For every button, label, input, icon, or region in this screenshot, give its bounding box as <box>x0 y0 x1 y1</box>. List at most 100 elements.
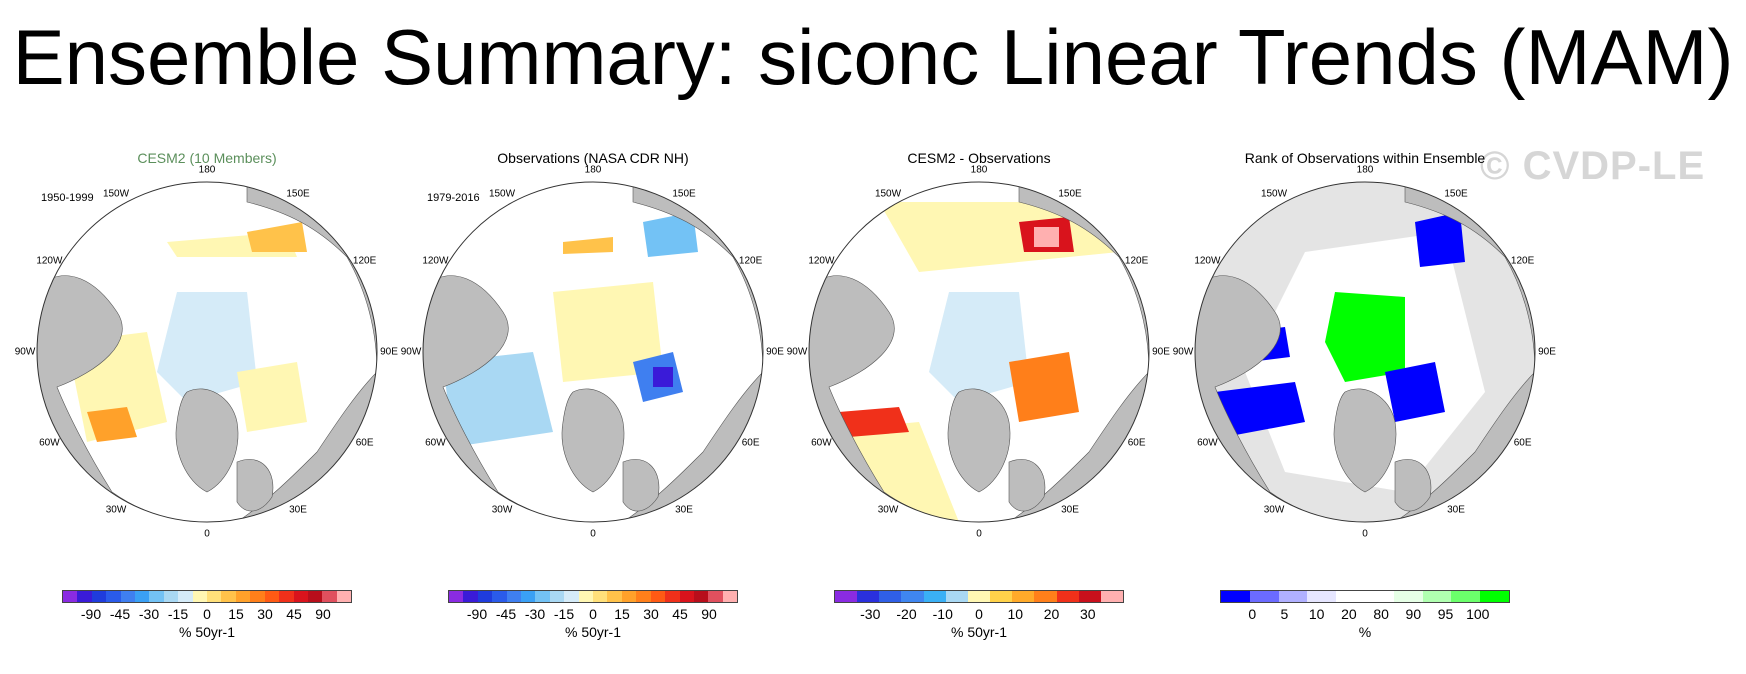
colorbar-swatch <box>449 591 464 602</box>
colorbar-swatch <box>1078 591 1101 602</box>
panel-title: CESM2 - Observations <box>907 150 1051 166</box>
longitude-label: 30W <box>491 504 513 516</box>
colorbar-tick-label: 45 <box>286 606 302 622</box>
longitude-label: 120W <box>422 255 449 267</box>
colorbar-tick-label: 20 <box>1341 606 1357 622</box>
colorbar-swatch <box>192 591 208 602</box>
colorbar-swatch <box>835 591 858 602</box>
period-label: 1979-2016 <box>427 192 480 204</box>
colorbar-tick-label: 30 <box>643 606 659 622</box>
polar-map <box>36 181 378 523</box>
longitude-label: 0 <box>1362 528 1368 540</box>
colorbar-tick-label: -15 <box>553 606 575 622</box>
longitude-label: 60W <box>425 437 446 449</box>
longitude-label: 30E <box>1447 504 1465 516</box>
colorbar-swatch <box>923 591 946 602</box>
colorbar-swatch <box>1393 591 1423 602</box>
colorbar <box>834 590 1124 603</box>
longitude-label: 180 <box>970 164 988 176</box>
colorbar-tick-label: -30 <box>524 606 546 622</box>
longitude-label: 120W <box>808 255 835 267</box>
colorbar-swatch <box>1307 591 1337 602</box>
colorbar-tick-label: 10 <box>1308 606 1325 622</box>
land-mass <box>1008 182 1149 522</box>
polar-map <box>808 181 1150 523</box>
colorbar-swatch <box>1249 591 1279 602</box>
trend-region <box>929 292 1029 402</box>
colorbar-swatch <box>879 591 902 602</box>
colorbar-tick-label: 0 <box>589 606 597 622</box>
longitude-label: 150W <box>874 188 902 200</box>
colorbar-swatch <box>722 591 738 602</box>
longitude-label: 60E <box>355 437 374 449</box>
colorbar-tick-label: 10 <box>1007 606 1024 622</box>
trend-region <box>1415 212 1465 267</box>
colorbar-swatch <box>1221 591 1250 602</box>
trend-region <box>1385 362 1445 422</box>
colorbar-swatch <box>1034 591 1057 602</box>
panel-title: CESM2 (10 Members) <box>137 150 277 166</box>
colorbar-swatch <box>665 591 680 602</box>
longitude-label: 120W <box>1194 255 1221 267</box>
colorbar-tick-label: 80 <box>1373 606 1389 622</box>
colorbar-swatch <box>1100 591 1124 602</box>
colorbar-swatch <box>1278 591 1308 602</box>
colorbar-swatch <box>463 591 478 602</box>
trend-region <box>563 237 613 254</box>
trend-region <box>87 407 137 442</box>
trend-region <box>157 292 257 402</box>
longitude-label: 180 <box>198 164 216 176</box>
colorbar-tick-label: -30 <box>138 606 160 622</box>
longitude-label: 120E <box>1124 255 1149 267</box>
colorbar-swatch <box>1336 591 1365 602</box>
longitude-label: 30E <box>289 504 307 516</box>
colorbar-tick-label: -10 <box>932 606 953 622</box>
land-mass <box>236 459 274 512</box>
longitude-label: 60E <box>741 437 760 449</box>
trend-region <box>443 352 553 447</box>
watermark: © CVDP-LE <box>1480 144 1706 188</box>
colorbar-swatch <box>207 591 222 602</box>
colorbar-tick-label: -90 <box>80 606 102 622</box>
trend-region <box>1009 352 1079 422</box>
colorbar-swatch <box>322 591 337 602</box>
colorbar-swatch <box>477 591 493 602</box>
colorbar-tick-label: 100 <box>1466 606 1490 622</box>
colorbar-swatch <box>967 591 991 602</box>
colorbar-swatch <box>578 591 594 602</box>
trend-region <box>247 222 307 252</box>
longitude-label: 30W <box>877 504 899 516</box>
colorbar-swatch <box>621 591 637 602</box>
trend-region <box>643 212 698 257</box>
colorbar-tick-label: -90 <box>466 606 488 622</box>
longitude-label: 30W <box>105 504 127 516</box>
colorbar-tick-label: 0 <box>975 606 983 622</box>
colorbar-swatch <box>163 591 179 602</box>
longitude-label: 150E <box>286 188 310 200</box>
longitude-label: 60E <box>1127 437 1146 449</box>
colorbar-tick-label: 90 <box>1405 606 1422 622</box>
colorbar-swatch <box>492 591 507 602</box>
colorbar-swatch <box>945 591 968 602</box>
longitude-label: 120E <box>738 255 763 267</box>
colorbar-swatch <box>264 591 280 602</box>
colorbar-tick-label: 15 <box>228 606 244 622</box>
longitude-label: 90E <box>1538 346 1556 358</box>
colorbar-swatch <box>135 591 150 602</box>
land-mass <box>175 388 239 493</box>
colorbar <box>1220 590 1510 603</box>
longitude-label: 90W <box>14 346 36 358</box>
land-mass <box>622 459 660 512</box>
colorbar-tick-label: 90 <box>315 606 331 622</box>
trend-region <box>237 362 307 432</box>
longitude-label: 0 <box>204 528 210 540</box>
colorbar-swatch <box>250 591 265 602</box>
colorbar-units: % <box>1358 624 1372 640</box>
colorbar-swatch <box>1056 591 1079 602</box>
longitude-label: 150W <box>1260 188 1288 200</box>
colorbar-swatch <box>1364 591 1394 602</box>
period-label: 1950-1999 <box>41 192 94 204</box>
colorbar <box>62 590 352 603</box>
colorbar-swatch <box>120 591 136 602</box>
colorbar-tick-label: -45 <box>109 606 131 622</box>
